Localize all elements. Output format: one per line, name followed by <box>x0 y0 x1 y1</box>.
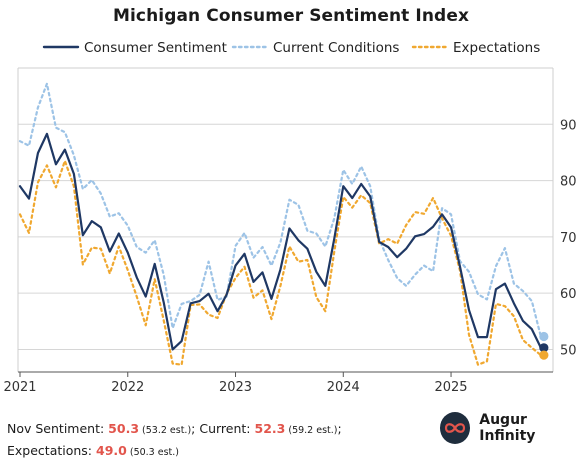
y-tick-label-60: 60 <box>560 287 577 302</box>
footer-line-1: Nov Sentiment: 50.3 (53.2 est.); Current… <box>7 421 342 436</box>
expectations-label: Expectations: <box>7 443 96 458</box>
infinity-icon <box>440 412 471 444</box>
series-endpoints <box>539 331 549 360</box>
current-estimate: (59.2 est.) <box>285 425 338 436</box>
current-label: ; Current: <box>191 421 255 436</box>
series-line-expectations <box>18 159 542 366</box>
current-value: 52.3 <box>254 421 286 436</box>
x-tick-labels: 2021 2022 2023 2024 2025 <box>3 380 467 395</box>
y-tick-label-80: 80 <box>560 175 577 190</box>
y-tick-labels: 50 60 70 80 90 <box>560 118 577 358</box>
gridlines <box>18 123 553 350</box>
legend-label-current-conditions: Current Conditions <box>273 40 399 56</box>
chart-title: Michigan Consumer Sentiment Index <box>112 6 470 26</box>
endpoint-expectations <box>539 350 549 360</box>
sentiment-value: 50.3 <box>108 421 140 436</box>
endpoint-current-conditions <box>539 331 549 342</box>
y-tick-label-70: 70 <box>560 231 577 246</box>
y-tick-label-50: 50 <box>560 343 577 358</box>
legend-label-consumer-sentiment: Consumer Sentiment <box>84 40 227 56</box>
separator: ; <box>337 421 342 436</box>
footer-line-2: Expectations: 49.0 (50.3 est.) <box>7 443 179 458</box>
sentiment-label: Nov Sentiment: <box>7 421 109 436</box>
x-tick-label-2022: 2022 <box>111 380 144 395</box>
x-tick-label-2024: 2024 <box>327 380 360 395</box>
x-tick-label-2023: 2023 <box>219 380 252 395</box>
endpoint-consumer-sentiment <box>539 343 549 353</box>
legend: Consumer Sentiment Current Conditions Expe… <box>42 40 540 56</box>
axes <box>17 67 554 377</box>
y-tick-label-90: 90 <box>560 118 577 133</box>
expectations-value: 49.0 <box>96 443 127 458</box>
brand-name: Augur Infinity <box>479 412 536 444</box>
series-line-consumer-sentiment <box>18 132 542 351</box>
series-lines <box>18 82 542 366</box>
series-line-current-conditions <box>18 82 542 338</box>
x-tick-label-2021: 2021 <box>3 380 36 395</box>
sentiment-estimate: (53.2 est.) <box>139 425 192 436</box>
expectations-estimate: (50.3 est.) <box>126 447 179 458</box>
x-tick-label-2025: 2025 <box>434 380 467 395</box>
brand: Augur Infinity <box>440 412 582 444</box>
legend-label-expectations: Expectations <box>453 40 540 56</box>
